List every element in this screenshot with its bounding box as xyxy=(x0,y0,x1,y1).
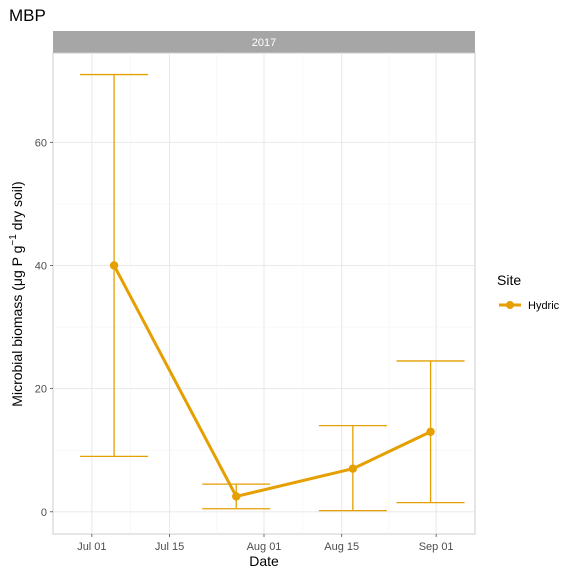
y-tick-label: 60 xyxy=(35,137,47,149)
y-axis-title-mid: g P g xyxy=(9,246,25,278)
x-tick-label: Sep 01 xyxy=(419,541,454,553)
legend-key-point xyxy=(506,301,514,309)
y-axis-title: Microbial biomass (μg P g−1 dry soil) xyxy=(8,181,25,406)
y-axis-title-prefix: Microbial biomass ( xyxy=(9,286,25,407)
data-point xyxy=(109,261,119,270)
data-point xyxy=(348,464,358,473)
legend-label-hydric: Hydric xyxy=(528,300,560,312)
data-point xyxy=(232,492,241,501)
x-axis-title: Date xyxy=(249,553,279,569)
facet-strip xyxy=(53,31,475,53)
x-tick-label: Aug 15 xyxy=(324,541,359,553)
x-tick-label: Aug 01 xyxy=(247,541,282,553)
x-tick-label: Jul 15 xyxy=(155,541,184,553)
y-axis-title-sup: −1 xyxy=(8,234,19,246)
data-point xyxy=(426,427,435,436)
y-tick-label: 20 xyxy=(35,384,47,396)
x-axis: Jul 01 Jul 15 Aug 01 Aug 15 Sep 01 xyxy=(77,534,454,553)
legend-title: Site xyxy=(497,272,521,288)
y-axis-title-mu: μ xyxy=(9,278,25,286)
grid xyxy=(53,53,475,534)
y-axis: 0 20 40 60 xyxy=(35,137,53,519)
series-line xyxy=(112,264,432,498)
series-layer xyxy=(80,73,465,512)
y-tick-label: 40 xyxy=(35,260,47,272)
legend: Site Hydric xyxy=(497,272,560,312)
y-tick-label: 0 xyxy=(41,507,47,519)
chart-title: MBP xyxy=(9,6,46,25)
x-tick-label: Jul 01 xyxy=(77,541,106,553)
facet-strip-label: 2017 xyxy=(252,37,276,49)
y-axis-title-suffix: dry soil) xyxy=(9,181,25,234)
